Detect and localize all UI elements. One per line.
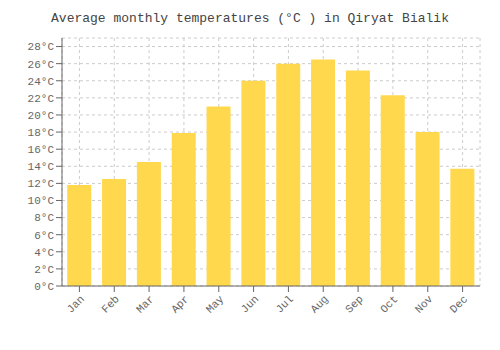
svg-text:Oct: Oct [378, 293, 400, 315]
svg-text:18°C: 18°C [28, 127, 55, 139]
svg-text:24°C: 24°C [28, 76, 55, 88]
svg-text:2°C: 2°C [34, 264, 54, 276]
svg-text:Jun: Jun [239, 293, 261, 315]
svg-text:Jul: Jul [274, 293, 296, 315]
svg-text:22°C: 22°C [28, 93, 55, 105]
svg-text:Dec: Dec [448, 293, 470, 315]
svg-text:6°C: 6°C [34, 230, 54, 242]
html-text:Average monthly temperatures (: Average monthly temperatures (°C ) in Qi… [51, 11, 449, 26]
svg-text:Nov: Nov [413, 293, 436, 316]
svg-text:14°C: 14°C [28, 161, 55, 173]
svg-text:Sep: Sep [343, 293, 365, 315]
svg-text:Mar: Mar [134, 293, 156, 315]
svg-text:8°C: 8°C [34, 212, 54, 224]
svg-text:26°C: 26°C [28, 59, 55, 71]
svg-text:May: May [204, 293, 227, 316]
svg-text:Aug: Aug [308, 293, 330, 315]
svg-text:0°C: 0°C [34, 281, 54, 293]
svg-text:Feb: Feb [99, 293, 121, 315]
svg-text:10°C: 10°C [28, 195, 55, 207]
svg-text:12°C: 12°C [28, 178, 55, 190]
svg-text:Jan: Jan [65, 293, 87, 315]
svg-text:16°C: 16°C [28, 144, 55, 156]
svg-text:20°C: 20°C [28, 110, 55, 122]
svg-text:28°C: 28°C [28, 41, 55, 53]
svg-text:Apr: Apr [169, 293, 191, 315]
svg-text:4°C: 4°C [34, 247, 54, 259]
